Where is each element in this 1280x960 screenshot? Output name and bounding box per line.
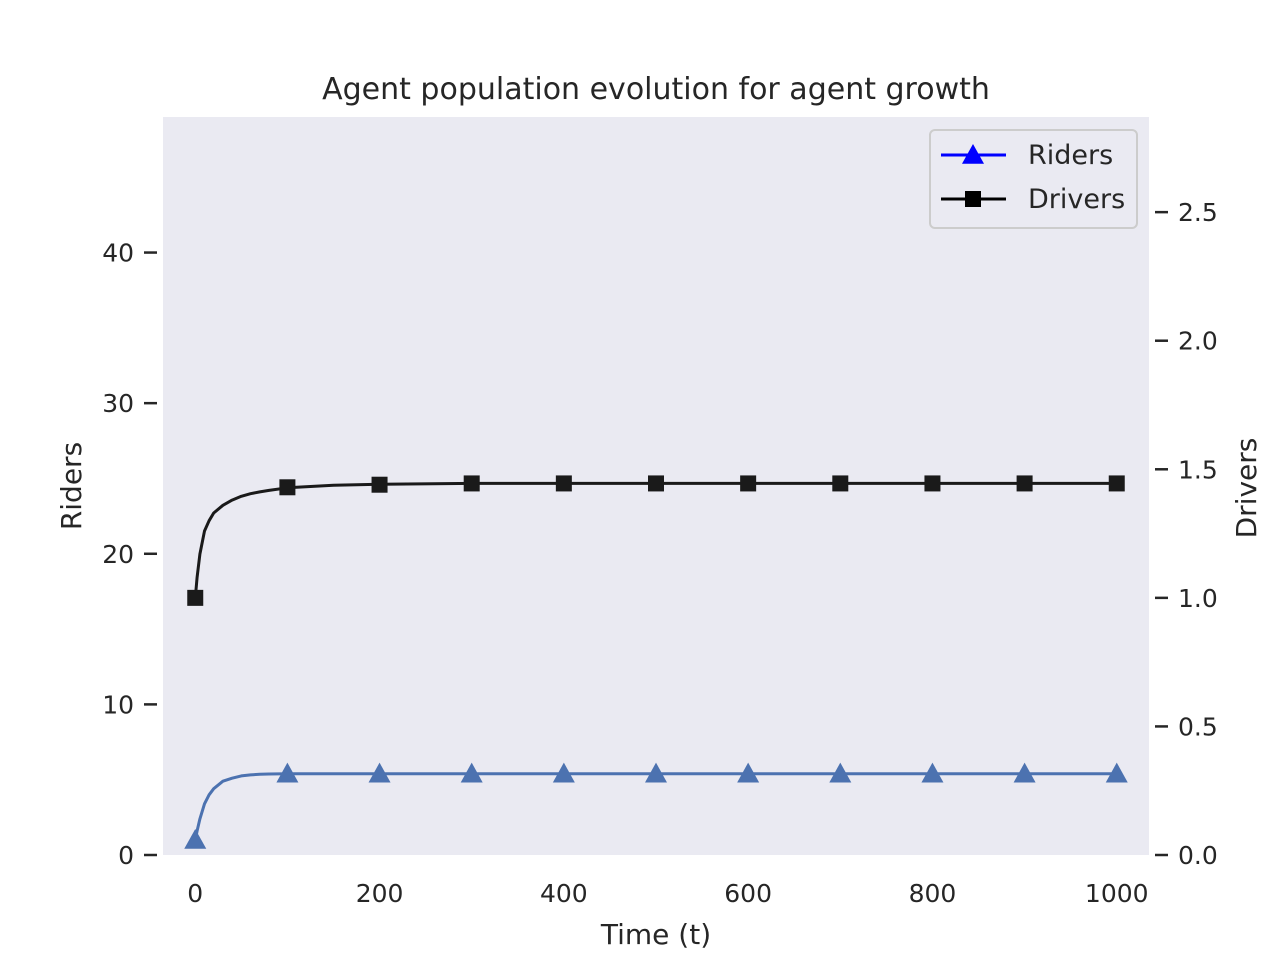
drivers-line bbox=[193, 481, 1117, 599]
drivers-marker bbox=[463, 475, 480, 492]
riders-marker bbox=[1105, 762, 1128, 783]
y-left-tick-label: 10 bbox=[102, 690, 134, 719]
riders-marker bbox=[276, 762, 299, 783]
riders-marker bbox=[645, 762, 667, 783]
x-axis-label: Time (t) bbox=[600, 918, 711, 951]
drivers-marker bbox=[924, 475, 941, 492]
y-left-tick-label: 40 bbox=[102, 239, 134, 268]
riders-marker bbox=[184, 828, 207, 849]
y-right-tick-label: 0.5 bbox=[1178, 712, 1218, 741]
y-axis-label-left: Riders bbox=[55, 442, 88, 530]
drivers-marker bbox=[279, 479, 296, 496]
drivers-marker bbox=[740, 475, 757, 492]
drivers-marker bbox=[1016, 475, 1033, 492]
series-riders bbox=[184, 762, 1128, 849]
drivers-marker bbox=[648, 475, 664, 492]
drivers-marker bbox=[187, 589, 204, 606]
drivers-marker bbox=[1108, 475, 1125, 492]
riders-marker bbox=[460, 762, 483, 783]
y-axis-label-right: Drivers bbox=[1230, 438, 1263, 539]
riders-marker bbox=[1013, 762, 1036, 783]
x-tick-label: 0 bbox=[187, 879, 203, 908]
legend-label: Riders bbox=[1028, 140, 1113, 171]
riders-marker bbox=[552, 762, 575, 783]
drivers-marker bbox=[832, 475, 849, 492]
legend-swatch-marker bbox=[965, 191, 981, 207]
y-right-tick-label: 1.5 bbox=[1178, 455, 1218, 484]
riders-line bbox=[193, 772, 1117, 841]
x-tick-label: 800 bbox=[909, 879, 957, 908]
y-left-tick-label: 20 bbox=[102, 540, 134, 569]
y-right-tick-label: 0.0 bbox=[1178, 841, 1218, 870]
legend: Riders Drivers bbox=[929, 129, 1138, 229]
y-right-tick-label: 2.5 bbox=[1178, 198, 1218, 227]
x-tick-label: 200 bbox=[356, 879, 404, 908]
y-left-tick-label: 0 bbox=[118, 841, 134, 870]
legend-label: Drivers bbox=[1028, 184, 1125, 215]
y-right-tick-label: 2.0 bbox=[1178, 327, 1218, 356]
drivers-marker bbox=[555, 475, 572, 492]
x-tick-label: 600 bbox=[724, 879, 772, 908]
chart-title: Agent population evolution for agent gro… bbox=[322, 72, 990, 107]
riders-marker bbox=[368, 762, 391, 783]
legend-item-riders: Riders bbox=[941, 140, 1113, 171]
x-tick-label: 400 bbox=[540, 879, 588, 908]
drivers-marker bbox=[371, 476, 388, 493]
y-left-tick-label: 30 bbox=[102, 389, 134, 418]
series-drivers bbox=[187, 475, 1125, 606]
x-tick-label: 1000 bbox=[1085, 879, 1149, 908]
riders-marker bbox=[829, 762, 852, 783]
riders-marker bbox=[737, 762, 760, 783]
riders-marker bbox=[921, 762, 944, 783]
legend-item-drivers: Drivers bbox=[941, 184, 1125, 215]
legend-swatch-marker bbox=[962, 144, 984, 164]
y-right-tick-label: 1.0 bbox=[1178, 584, 1218, 613]
